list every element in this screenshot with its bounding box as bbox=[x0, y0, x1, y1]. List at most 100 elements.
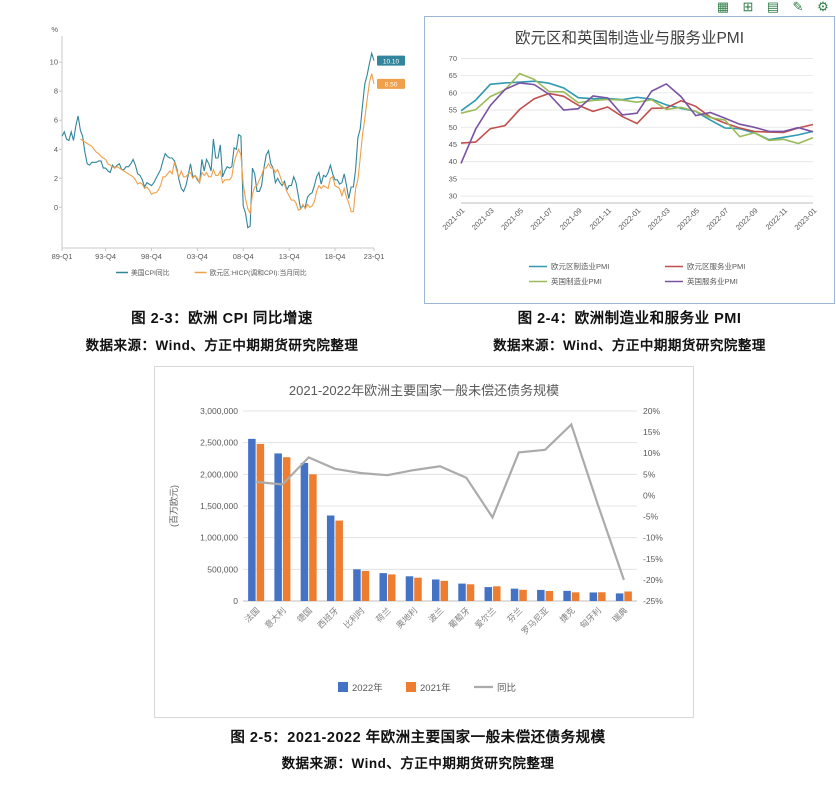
svg-text:2021-11: 2021-11 bbox=[588, 206, 613, 231]
svg-text:瑞典: 瑞典 bbox=[610, 605, 629, 624]
edit-icon: ✎ bbox=[792, 0, 804, 14]
svg-text:08-Q4: 08-Q4 bbox=[233, 252, 254, 261]
svg-text:500,000: 500,000 bbox=[207, 564, 238, 574]
figure-2-5-caption: 图 2-5：2021-2022 年欧洲主要国家一般未偿还债务规模 bbox=[230, 730, 606, 746]
svg-text:2021-03: 2021-03 bbox=[470, 206, 496, 232]
svg-text:意大利: 意大利 bbox=[263, 605, 288, 630]
svg-text:45: 45 bbox=[449, 140, 457, 149]
svg-text:8.50: 8.50 bbox=[385, 82, 398, 89]
svg-text:70: 70 bbox=[449, 54, 457, 63]
svg-text:3,000,000: 3,000,000 bbox=[200, 406, 238, 416]
svg-text:0%: 0% bbox=[643, 490, 656, 500]
save-button[interactable]: ▤ bbox=[763, 0, 783, 16]
svg-text:同比: 同比 bbox=[497, 682, 516, 694]
save-icon: ▤ bbox=[766, 0, 780, 14]
svg-text:-25%: -25% bbox=[643, 596, 663, 606]
svg-text:欧元区和英国制造业与服务业PMI: 欧元区和英国制造业与服务业PMI bbox=[515, 29, 744, 47]
svg-text:2,500,000: 2,500,000 bbox=[200, 438, 238, 448]
svg-text:2021-05: 2021-05 bbox=[499, 206, 525, 232]
svg-text:2,000,000: 2,000,000 bbox=[200, 469, 238, 479]
svg-text:10: 10 bbox=[50, 58, 58, 67]
svg-text:35: 35 bbox=[449, 174, 457, 183]
cpi-chart-svg: 0 2 4 6 8 10% 89-Q1 93-Q4 98-Q4 03-Q4 08-Q4 13-Q4 18… bbox=[50, 25, 405, 277]
svg-text:奥地利: 奥地利 bbox=[394, 605, 419, 630]
settings-button[interactable]: ⚙ bbox=[813, 0, 833, 16]
svg-text:40: 40 bbox=[449, 157, 457, 166]
svg-text:4: 4 bbox=[54, 145, 58, 154]
svg-text:03-Q4: 03-Q4 bbox=[187, 252, 208, 261]
svg-text:德国: 德国 bbox=[295, 605, 314, 624]
svg-text:2022-11: 2022-11 bbox=[764, 206, 789, 231]
svg-text:30: 30 bbox=[449, 192, 457, 201]
svg-text:10.10: 10.10 bbox=[383, 58, 400, 65]
svg-text:葡萄牙: 葡萄牙 bbox=[447, 605, 472, 630]
excel-export-icon: ⊞ bbox=[742, 0, 754, 14]
pmi-chart-svg: 欧元区和英国制造业与服务业PMI 30 35 40 45 50 55 60 65 70 2021-0… bbox=[441, 29, 819, 286]
svg-text:65: 65 bbox=[449, 71, 457, 80]
cpi-chart: 0 2 4 6 8 10% 89-Q1 93-Q4 98-Q4 03-Q4 08-Q4 13-Q4 18… bbox=[26, 18, 418, 290]
svg-text:波兰: 波兰 bbox=[426, 605, 445, 624]
svg-text:0: 0 bbox=[233, 596, 238, 606]
svg-text:8: 8 bbox=[54, 87, 58, 96]
svg-text:10%: 10% bbox=[643, 448, 660, 458]
svg-text:(百万欧元): (百万欧元) bbox=[168, 485, 179, 527]
svg-text:20%: 20% bbox=[643, 406, 660, 416]
svg-text:55: 55 bbox=[449, 106, 457, 115]
svg-text:2022-03: 2022-03 bbox=[646, 206, 672, 232]
svg-text:6: 6 bbox=[54, 116, 58, 125]
svg-text:%: % bbox=[51, 25, 58, 34]
svg-text:美国CPI同比: 美国CPI同比 bbox=[131, 268, 170, 277]
svg-text:-10%: -10% bbox=[643, 533, 663, 543]
svg-text:荷兰: 荷兰 bbox=[374, 605, 393, 624]
svg-text:2022-09: 2022-09 bbox=[734, 206, 760, 232]
svg-text:英国服务业PMI: 英国服务业PMI bbox=[687, 276, 738, 286]
svg-text:15%: 15% bbox=[643, 427, 660, 437]
svg-text:法国: 法国 bbox=[242, 605, 261, 624]
svg-text:西班牙: 西班牙 bbox=[315, 605, 340, 630]
table-button[interactable]: ▦ bbox=[713, 0, 733, 16]
svg-text:2021-2022年欧洲主要国家一般未偿还债务规模: 2021-2022年欧洲主要国家一般未偿还债务规模 bbox=[289, 383, 559, 398]
settings-icon: ⚙ bbox=[817, 0, 829, 14]
figure-2-4-source: 数据来源：Wind、方正中期期货研究院整理 bbox=[493, 338, 766, 353]
svg-text:0: 0 bbox=[54, 203, 58, 212]
svg-text:5%: 5% bbox=[643, 469, 656, 479]
excel-export-button[interactable]: ⊞ bbox=[738, 0, 758, 16]
svg-text:18-Q4: 18-Q4 bbox=[325, 252, 346, 261]
svg-text:23-Q1: 23-Q1 bbox=[364, 252, 385, 261]
svg-text:60: 60 bbox=[449, 88, 457, 97]
edit-button[interactable]: ✎ bbox=[788, 0, 808, 16]
svg-text:爱尔兰: 爱尔兰 bbox=[473, 605, 498, 630]
debt-chart-svg: 2021-2022年欧洲主要国家一般未偿还债务规模 0 500,000 1,000,0… bbox=[168, 383, 663, 694]
svg-text:1,000,000: 1,000,000 bbox=[200, 533, 238, 543]
svg-text:-15%: -15% bbox=[643, 554, 663, 564]
table-icon: ▦ bbox=[716, 0, 730, 14]
svg-text:2021-09: 2021-09 bbox=[558, 206, 584, 232]
svg-text:-20%: -20% bbox=[643, 575, 663, 585]
svg-text:2022-01: 2022-01 bbox=[617, 206, 643, 232]
svg-text:2022-07: 2022-07 bbox=[705, 206, 731, 232]
svg-text:2021年: 2021年 bbox=[420, 682, 451, 694]
svg-text:英国制造业PMI: 英国制造业PMI bbox=[551, 276, 602, 286]
svg-text:捷克: 捷克 bbox=[558, 605, 577, 624]
svg-text:2022年: 2022年 bbox=[352, 682, 383, 694]
svg-text:欧元区制造业PMI: 欧元区制造业PMI bbox=[551, 261, 609, 271]
svg-text:2022-05: 2022-05 bbox=[675, 206, 701, 232]
pmi-chart: 欧元区和英国制造业与服务业PMI 30 35 40 45 50 55 60 65 70 2021-0… bbox=[424, 16, 835, 304]
toolbar: ▦ ⊞ ▤ ✎ ⚙ bbox=[713, 0, 833, 16]
svg-text:2021-01: 2021-01 bbox=[441, 206, 467, 232]
svg-text:93-Q4: 93-Q4 bbox=[95, 252, 116, 261]
svg-text:89-Q1: 89-Q1 bbox=[52, 252, 73, 261]
svg-text:-5%: -5% bbox=[643, 512, 659, 522]
svg-text:2021-07: 2021-07 bbox=[529, 206, 555, 232]
figure-2-5-source: 数据来源：Wind、方正中期期货研究院整理 bbox=[281, 756, 555, 771]
svg-text:芬兰: 芬兰 bbox=[505, 605, 524, 624]
svg-text:欧元区:HICP(调和CPI):当月同比: 欧元区:HICP(调和CPI):当月同比 bbox=[210, 268, 307, 277]
svg-text:98-Q4: 98-Q4 bbox=[141, 252, 162, 261]
svg-text:13-Q4: 13-Q4 bbox=[279, 252, 300, 261]
svg-text:1,500,000: 1,500,000 bbox=[200, 501, 238, 511]
figure-2-4-caption: 图 2-4：欧洲制造业和服务业 PMI bbox=[517, 311, 742, 327]
debt-chart: 2021-2022年欧洲主要国家一般未偿还债务规模 0 500,000 1,000,0… bbox=[154, 366, 694, 718]
svg-text:2: 2 bbox=[54, 174, 58, 183]
figure-2-3-caption: 图 2-3：欧洲 CPI 同比增速 bbox=[131, 311, 313, 327]
